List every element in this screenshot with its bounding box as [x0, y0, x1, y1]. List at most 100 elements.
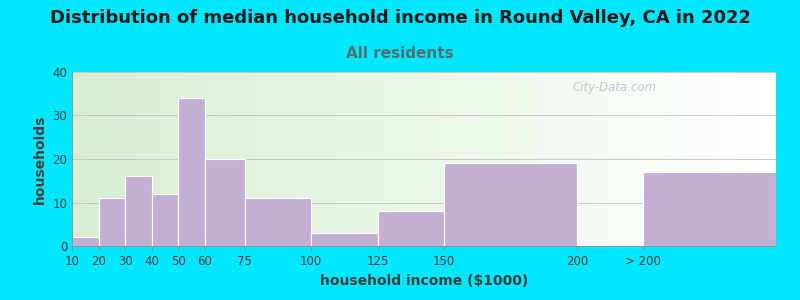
Bar: [248, 72, 253, 246]
Bar: [565, 72, 570, 246]
Bar: [206, 72, 210, 246]
Bar: [417, 72, 422, 246]
Bar: [688, 72, 693, 246]
Bar: [438, 72, 443, 246]
Bar: [82, 72, 87, 246]
Bar: [371, 72, 376, 246]
Bar: [399, 72, 404, 246]
Bar: [498, 72, 502, 246]
Bar: [487, 72, 492, 246]
Bar: [713, 72, 718, 246]
Bar: [459, 72, 464, 246]
Bar: [635, 72, 640, 246]
Bar: [444, 163, 577, 246]
Bar: [638, 72, 643, 246]
Bar: [290, 72, 295, 246]
Y-axis label: households: households: [33, 114, 46, 204]
Bar: [748, 72, 753, 246]
Bar: [758, 72, 763, 246]
Bar: [773, 72, 778, 246]
Bar: [738, 72, 742, 246]
Bar: [670, 72, 675, 246]
Bar: [579, 72, 584, 246]
Bar: [255, 72, 260, 246]
Bar: [139, 72, 144, 246]
Bar: [470, 72, 474, 246]
Bar: [502, 72, 506, 246]
Bar: [192, 72, 197, 246]
Bar: [558, 72, 562, 246]
Bar: [484, 72, 489, 246]
Bar: [726, 72, 731, 246]
Bar: [276, 72, 281, 246]
Bar: [494, 72, 499, 246]
Text: City-Data.com: City-Data.com: [572, 81, 656, 94]
Bar: [346, 72, 351, 246]
Bar: [431, 72, 436, 246]
Bar: [530, 72, 534, 246]
Bar: [329, 72, 334, 246]
Text: All residents: All residents: [346, 46, 454, 62]
Bar: [491, 72, 496, 246]
Bar: [142, 72, 147, 246]
Bar: [227, 72, 232, 246]
Bar: [374, 72, 379, 246]
Bar: [456, 72, 461, 246]
Bar: [667, 72, 672, 246]
X-axis label: household income ($1000): household income ($1000): [320, 274, 528, 288]
Bar: [238, 72, 242, 246]
Bar: [104, 72, 109, 246]
Bar: [202, 72, 207, 246]
Bar: [660, 72, 665, 246]
Bar: [100, 72, 105, 246]
Bar: [185, 72, 190, 246]
Bar: [230, 72, 235, 246]
Bar: [392, 72, 397, 246]
Bar: [410, 72, 414, 246]
Bar: [213, 72, 218, 246]
Bar: [97, 72, 102, 246]
Bar: [730, 72, 735, 246]
Bar: [339, 72, 344, 246]
Bar: [656, 72, 661, 246]
Bar: [403, 72, 408, 246]
Bar: [681, 72, 686, 246]
Bar: [526, 72, 531, 246]
Bar: [311, 72, 316, 246]
Bar: [72, 72, 77, 246]
Bar: [540, 72, 545, 246]
Bar: [512, 72, 517, 246]
Bar: [716, 72, 721, 246]
Bar: [286, 72, 291, 246]
Bar: [75, 72, 80, 246]
Bar: [642, 72, 647, 246]
Bar: [245, 198, 311, 246]
Bar: [382, 72, 386, 246]
Bar: [597, 72, 602, 246]
Bar: [603, 72, 608, 246]
Bar: [614, 72, 619, 246]
Bar: [216, 72, 221, 246]
Bar: [663, 72, 668, 246]
Bar: [343, 72, 348, 246]
Bar: [241, 72, 246, 246]
Bar: [414, 72, 418, 246]
Bar: [364, 72, 369, 246]
Bar: [480, 72, 485, 246]
Bar: [646, 72, 650, 246]
Bar: [107, 72, 112, 246]
Bar: [522, 72, 527, 246]
Bar: [220, 72, 225, 246]
Bar: [709, 72, 714, 246]
Bar: [350, 72, 355, 246]
Bar: [315, 72, 320, 246]
Bar: [170, 72, 175, 246]
Bar: [695, 72, 700, 246]
Bar: [378, 211, 444, 246]
Bar: [157, 72, 162, 246]
Bar: [445, 72, 450, 246]
Bar: [572, 72, 577, 246]
Bar: [550, 72, 555, 246]
Bar: [283, 72, 288, 246]
Bar: [205, 159, 245, 246]
